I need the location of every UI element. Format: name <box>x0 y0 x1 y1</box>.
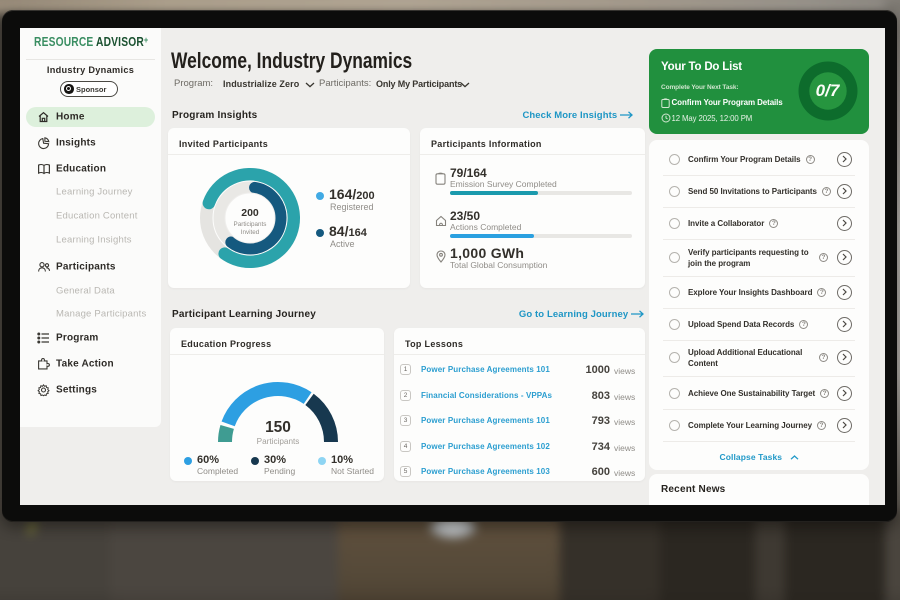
svg-text:Invited: Invited <box>241 229 260 236</box>
svg-text:Participants: Participants <box>234 221 267 228</box>
svg-text:150: 150 <box>265 419 291 436</box>
svg-text:200: 200 <box>241 207 259 219</box>
svg-text:Participants: Participants <box>257 437 300 446</box>
